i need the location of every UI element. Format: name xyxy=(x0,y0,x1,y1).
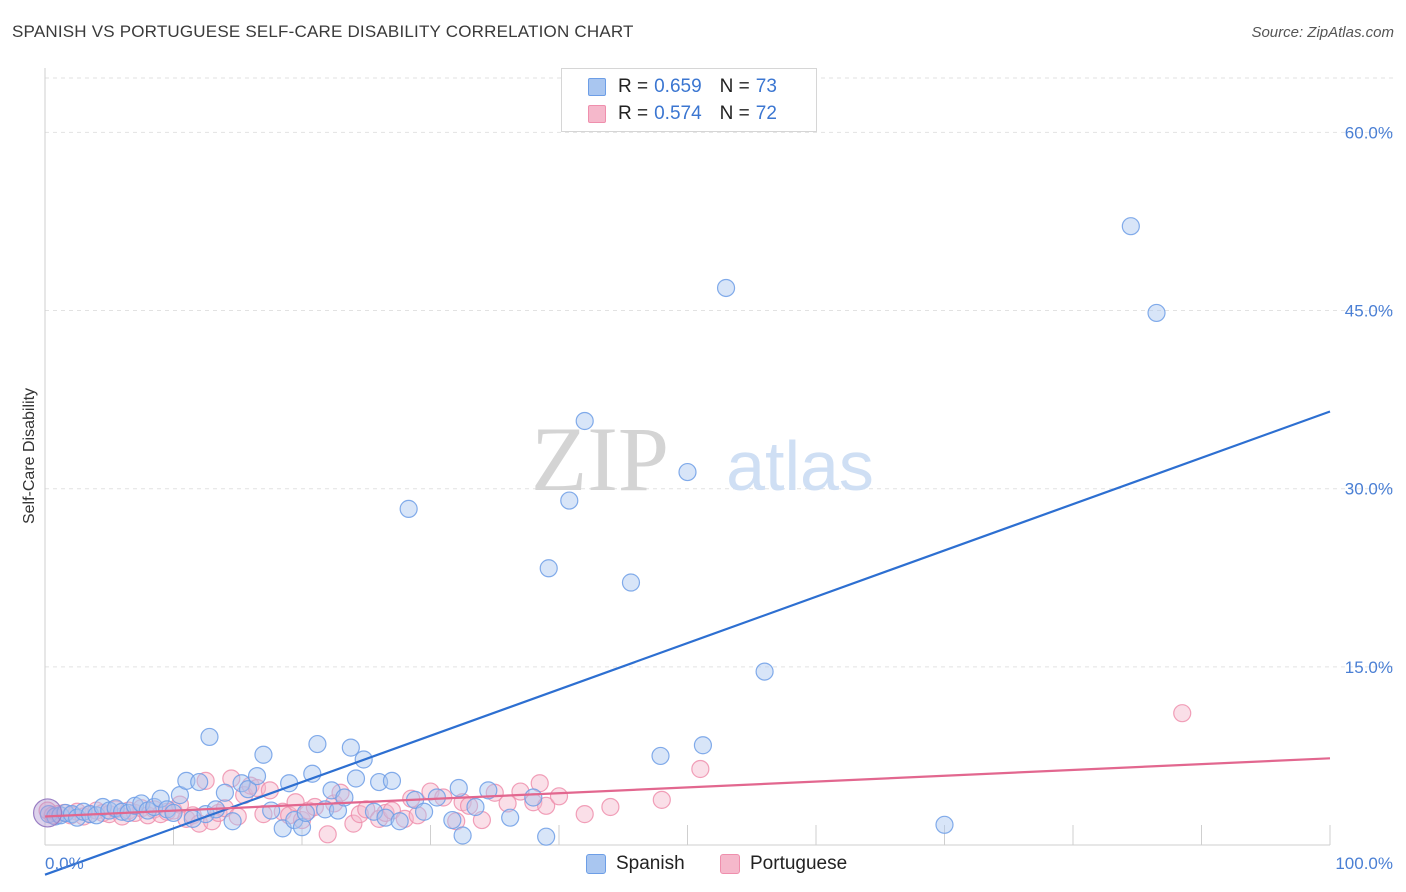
spanish-point xyxy=(370,772,389,792)
spanish-point xyxy=(346,769,366,788)
portuguese-point xyxy=(196,771,215,790)
portuguese-point xyxy=(344,814,363,833)
spanish-point xyxy=(755,662,774,681)
spanish-swatch xyxy=(586,854,606,874)
spanish-swatch xyxy=(588,78,606,96)
spanish-point xyxy=(390,812,409,831)
spanish-point xyxy=(621,573,641,592)
legend-n-value: 73 xyxy=(755,76,777,97)
gridlines xyxy=(45,77,1395,668)
y-tick-label: 15.0% xyxy=(1345,658,1393,677)
spanish-point xyxy=(651,746,670,766)
spanish-point xyxy=(1147,303,1166,323)
spanish-point xyxy=(200,727,219,747)
legend-label-portuguese: Portuguese xyxy=(750,853,848,874)
spanish-point xyxy=(238,780,258,799)
portuguese-point xyxy=(652,790,671,809)
chart-title: SPANISH VS PORTUGUESE SELF-CARE DISABILI… xyxy=(12,22,634,41)
spanish-point xyxy=(177,771,196,790)
tick-labels: 15.0% 30.0% 45.0% 60.0% 0.0% 100.0% xyxy=(45,123,1393,873)
correlation-legend: R = 0.659 N = 73 R = 0.574 N = 72 xyxy=(561,68,817,132)
bottom-legend-spanish[interactable]: Spanish xyxy=(586,852,685,876)
overlap-point xyxy=(32,798,63,828)
spanish-point xyxy=(575,411,594,431)
portuguese-point xyxy=(575,805,594,824)
legend-n-label: N = xyxy=(719,103,750,124)
spanish-point xyxy=(935,815,954,834)
spanish-point xyxy=(443,810,462,830)
spanish-point xyxy=(399,499,418,518)
portuguese-point xyxy=(318,825,337,844)
y-axis-label: Self-Care Disability xyxy=(21,388,38,524)
spanish-point xyxy=(453,826,472,845)
spanish-trend-line xyxy=(44,410,1331,876)
spanish-point xyxy=(364,802,384,821)
trend-lines xyxy=(44,410,1331,876)
spanish-point xyxy=(501,808,520,827)
legend-n-label: N = xyxy=(719,76,750,97)
spanish-point xyxy=(262,801,281,820)
spanish-point xyxy=(316,800,335,819)
spanish-point xyxy=(215,783,234,802)
x-tick-label-max: 100.0% xyxy=(1335,854,1393,873)
spanish-point xyxy=(376,808,395,827)
portuguese-point xyxy=(549,787,569,806)
spanish-point xyxy=(716,278,736,298)
spanish-point xyxy=(414,802,434,821)
data-points xyxy=(32,217,1192,846)
spanish-point xyxy=(254,745,273,764)
spanish-point xyxy=(479,781,498,800)
spanish-point xyxy=(303,764,322,783)
spanish-point xyxy=(296,803,315,823)
spanish-point xyxy=(693,736,713,755)
spanish-point xyxy=(560,491,579,510)
portuguese-swatch xyxy=(588,105,606,123)
legend-n-value: 72 xyxy=(755,103,777,124)
spanish-point xyxy=(223,812,242,831)
portuguese-point xyxy=(601,797,620,817)
spanish-point xyxy=(466,797,485,817)
spanish-point xyxy=(537,827,556,846)
spanish-point xyxy=(449,778,468,798)
legend-row-spanish: R = 0.659 N = 73 xyxy=(588,75,777,99)
spanish-point xyxy=(151,789,170,808)
spanish-point xyxy=(341,738,360,757)
legend-r-value: 0.659 xyxy=(654,76,702,97)
spanish-point xyxy=(190,772,209,792)
watermark-atlas: atlas xyxy=(726,427,874,505)
legend-row-portuguese: R = 0.574 N = 72 xyxy=(588,102,777,126)
legend-r-label: R = xyxy=(618,76,649,97)
spanish-point xyxy=(678,462,697,482)
portuguese-swatch xyxy=(720,854,740,874)
spanish-point xyxy=(285,810,304,830)
source-label: Source: ZipAtlas.com xyxy=(1251,24,1394,41)
spanish-point xyxy=(382,771,402,790)
spanish-point xyxy=(164,803,183,823)
watermark-zip: ZIP xyxy=(531,408,669,510)
y-tick-label: 30.0% xyxy=(1345,480,1393,499)
legend-r-label: R = xyxy=(618,103,649,124)
x-tick-label-min: 0.0% xyxy=(45,854,84,873)
portuguese-point xyxy=(691,759,710,779)
y-tick-label: 60.0% xyxy=(1345,123,1393,142)
spanish-point xyxy=(524,788,543,807)
spanish-point xyxy=(539,559,558,578)
portuguese-point xyxy=(1173,704,1192,723)
y-tick-label: 45.0% xyxy=(1345,302,1393,321)
spanish-point xyxy=(292,818,312,837)
bottom-legend-portuguese[interactable]: Portuguese xyxy=(720,852,847,876)
spanish-point xyxy=(308,734,327,754)
legend-label-spanish: Spanish xyxy=(616,853,685,874)
axes xyxy=(44,68,1331,846)
portuguese-point xyxy=(537,796,556,815)
spanish-point xyxy=(1121,217,1140,236)
portuguese-trend-line xyxy=(44,757,1331,818)
spanish-point xyxy=(247,767,267,786)
legend-r-value: 0.574 xyxy=(654,103,702,124)
